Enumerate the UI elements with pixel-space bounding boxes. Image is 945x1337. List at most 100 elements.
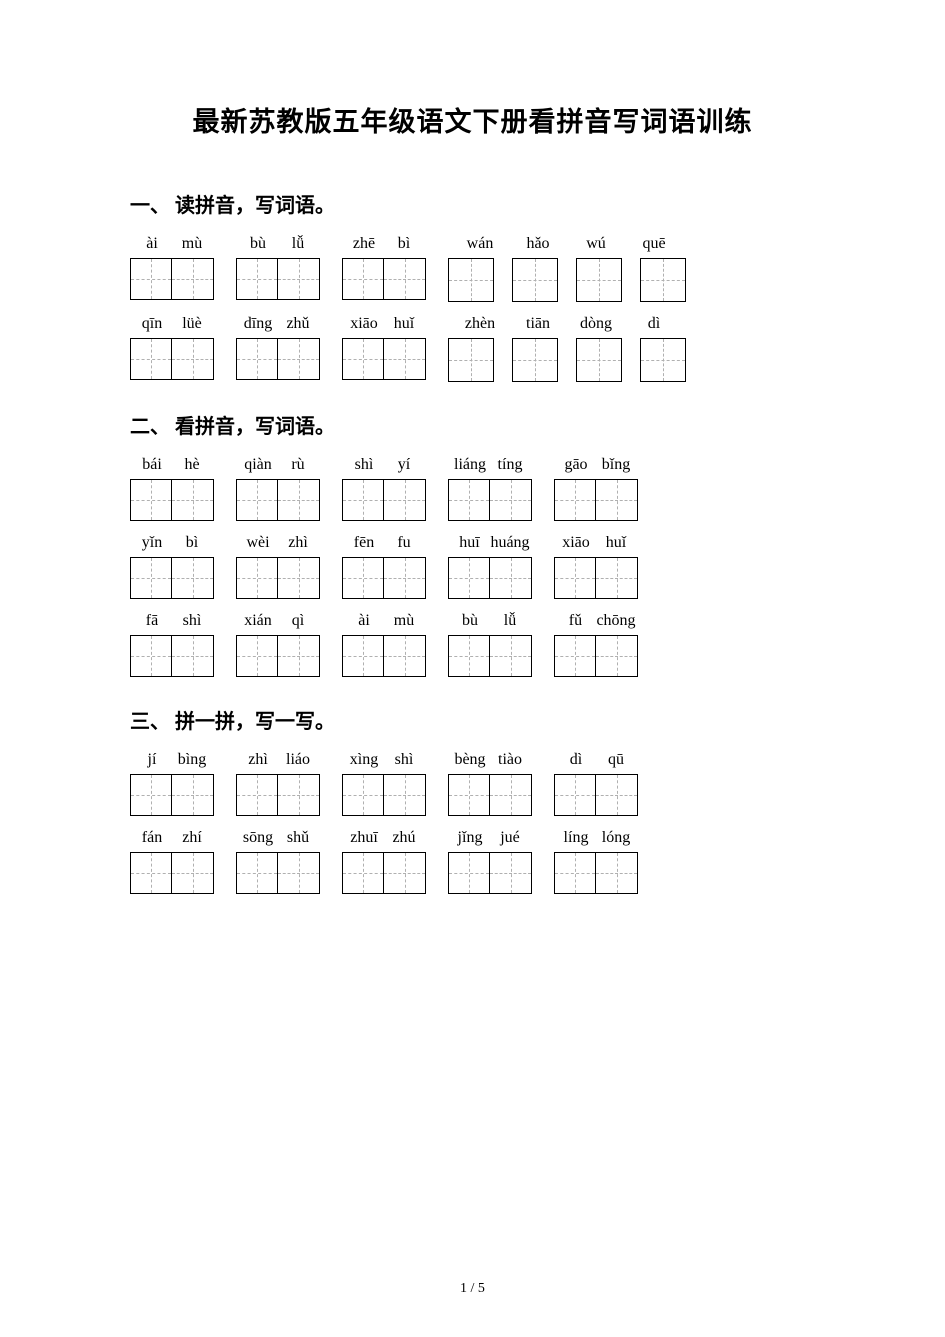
- writing-cell[interactable]: [384, 258, 426, 300]
- writing-cell[interactable]: [130, 479, 172, 521]
- writing-cell[interactable]: [342, 852, 384, 894]
- writing-cell[interactable]: [384, 338, 426, 380]
- pinyin-syllable: jué: [491, 830, 529, 846]
- writing-cell[interactable]: [130, 635, 172, 677]
- pinyin-item: zhuīzhú: [342, 830, 426, 894]
- writing-cell[interactable]: [130, 774, 172, 816]
- pinyin-item: xìngshì: [342, 752, 426, 816]
- writing-cell[interactable]: [576, 258, 622, 302]
- writing-cell[interactable]: [576, 338, 622, 382]
- writing-cell[interactable]: [490, 852, 532, 894]
- writing-cell[interactable]: [448, 635, 490, 677]
- writing-cell[interactable]: [596, 852, 638, 894]
- writing-cell[interactable]: [554, 479, 596, 521]
- writing-cell[interactable]: [172, 338, 214, 380]
- pinyin-syllable: fǔ: [556, 613, 594, 629]
- writing-cell[interactable]: [640, 258, 686, 302]
- writing-cell[interactable]: [490, 774, 532, 816]
- pinyin-item: qiànrù: [236, 457, 320, 521]
- writing-cell[interactable]: [448, 338, 494, 382]
- writing-cell[interactable]: [278, 852, 320, 894]
- writing-cell[interactable]: [554, 774, 596, 816]
- writing-cell[interactable]: [448, 852, 490, 894]
- writing-cell[interactable]: [130, 557, 172, 599]
- writing-cell[interactable]: [172, 557, 214, 599]
- writing-cell[interactable]: [236, 557, 278, 599]
- writing-cell[interactable]: [236, 635, 278, 677]
- writing-cell[interactable]: [554, 557, 596, 599]
- writing-cell[interactable]: [130, 852, 172, 894]
- pinyin-label: àimù: [133, 236, 211, 252]
- worksheet-page: 最新苏教版五年级语文下册看拼音写词语训练 一、 读拼音，写词语。àimùbùlǚ…: [0, 0, 945, 1337]
- writing-cell[interactable]: [236, 852, 278, 894]
- writing-cell[interactable]: [278, 557, 320, 599]
- writing-boxes: [130, 338, 214, 380]
- writing-cell[interactable]: [490, 479, 532, 521]
- writing-cell[interactable]: [278, 635, 320, 677]
- writing-cell[interactable]: [172, 852, 214, 894]
- writing-boxes: [448, 258, 686, 302]
- pinyin-syllable: zhèn: [452, 316, 508, 332]
- writing-cell[interactable]: [278, 479, 320, 521]
- pinyin-syllable: zhì: [279, 535, 317, 551]
- writing-cell[interactable]: [596, 557, 638, 599]
- writing-cell[interactable]: [172, 774, 214, 816]
- writing-cell[interactable]: [512, 338, 558, 382]
- writing-cell[interactable]: [278, 774, 320, 816]
- writing-boxes: [236, 557, 320, 599]
- writing-cell[interactable]: [342, 635, 384, 677]
- writing-boxes: [342, 635, 426, 677]
- writing-cell[interactable]: [384, 774, 426, 816]
- pinyin-syllable: líng: [557, 830, 595, 846]
- writing-cell[interactable]: [448, 479, 490, 521]
- pinyin-syllable: bì: [385, 236, 423, 252]
- writing-cell[interactable]: [448, 774, 490, 816]
- writing-cell[interactable]: [384, 635, 426, 677]
- writing-cell[interactable]: [490, 635, 532, 677]
- writing-boxes: [236, 635, 320, 677]
- pinyin-item: báihè: [130, 457, 214, 521]
- writing-cell[interactable]: [342, 557, 384, 599]
- writing-cell[interactable]: [130, 258, 172, 300]
- writing-cell[interactable]: [342, 479, 384, 521]
- writing-cell[interactable]: [596, 635, 638, 677]
- pinyin-syllable: shì: [345, 457, 383, 473]
- writing-cell[interactable]: [278, 258, 320, 300]
- writing-cell[interactable]: [384, 557, 426, 599]
- writing-cell[interactable]: [554, 635, 596, 677]
- pinyin-label: bùlǚ: [451, 613, 529, 629]
- writing-cell[interactable]: [236, 774, 278, 816]
- pinyin-label: fánzhí: [133, 830, 211, 846]
- pinyin-label: sōngshǔ: [239, 830, 317, 846]
- writing-cell[interactable]: [130, 338, 172, 380]
- pinyin-item: fánzhí: [130, 830, 214, 894]
- writing-cell[interactable]: [278, 338, 320, 380]
- writing-cell[interactable]: [596, 774, 638, 816]
- writing-cell[interactable]: [172, 635, 214, 677]
- writing-cell[interactable]: [172, 258, 214, 300]
- pinyin-item: xiánqì: [236, 613, 320, 677]
- writing-cell[interactable]: [384, 479, 426, 521]
- writing-cell[interactable]: [236, 258, 278, 300]
- writing-cell[interactable]: [512, 258, 558, 302]
- pinyin-syllable: rù: [279, 457, 317, 473]
- writing-boxes: [342, 852, 426, 894]
- writing-cell[interactable]: [236, 338, 278, 380]
- writing-cell[interactable]: [596, 479, 638, 521]
- writing-cell[interactable]: [384, 852, 426, 894]
- writing-cell[interactable]: [448, 258, 494, 302]
- pinyin-item: qīnlüè: [130, 316, 214, 380]
- writing-cell[interactable]: [342, 774, 384, 816]
- writing-cell[interactable]: [236, 479, 278, 521]
- writing-cell[interactable]: [172, 479, 214, 521]
- writing-boxes: [130, 557, 214, 599]
- writing-cell[interactable]: [448, 557, 490, 599]
- writing-cell[interactable]: [554, 852, 596, 894]
- pinyin-syllable: bìng: [173, 752, 211, 768]
- writing-cell[interactable]: [640, 338, 686, 382]
- writing-cell[interactable]: [490, 557, 532, 599]
- writing-cell[interactable]: [342, 258, 384, 300]
- pinyin-item: xiāohuǐ: [554, 535, 638, 599]
- pinyin-label: xiánqì: [239, 613, 317, 629]
- writing-cell[interactable]: [342, 338, 384, 380]
